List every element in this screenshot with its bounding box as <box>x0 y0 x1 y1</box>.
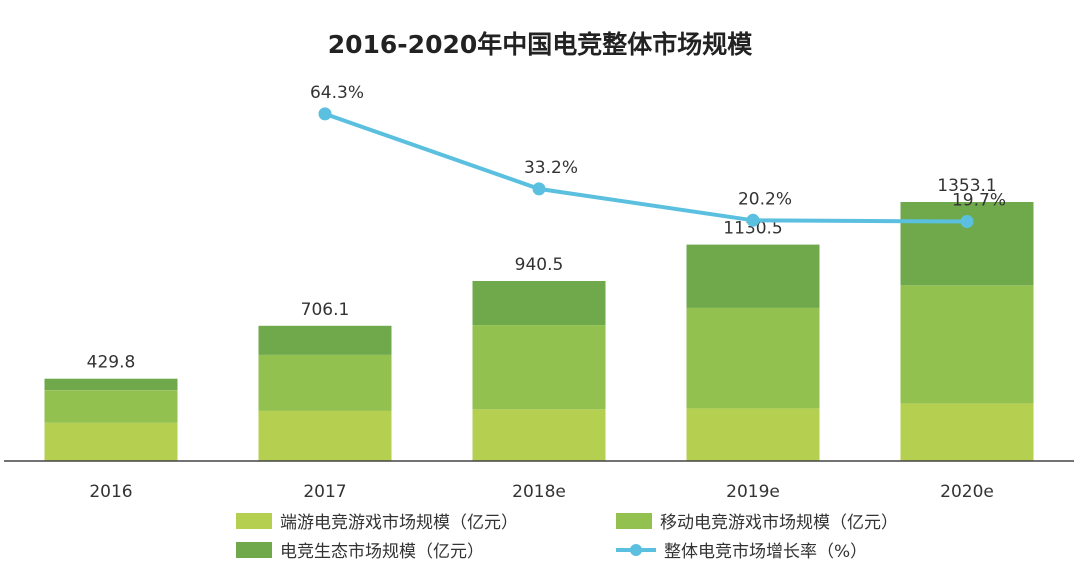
bars-layer: 429.8 706.1 940.5 1130.5 1353.1 <box>44 176 1034 461</box>
total-label-2016: 429.8 <box>87 353 136 373</box>
bar-segment-3-2019e <box>686 244 820 308</box>
growth-point-2018e <box>532 182 546 196</box>
legend-label-growth: 整体电竞市场增长率（%） <box>664 542 867 562</box>
growth-label-2017: 64.3% <box>310 83 364 103</box>
growth-rate-line <box>324 112 968 224</box>
x-tick-label-2020e: 2020e <box>940 482 994 502</box>
total-label-2018e: 940.5 <box>515 255 564 275</box>
legend-item-pc: 端游电竞游戏市场规模（亿元） <box>236 513 518 533</box>
bar-segment-2-2017 <box>258 355 392 411</box>
growth-point-2017 <box>318 107 332 121</box>
bar-segment-1-2017 <box>258 410 392 461</box>
legend-swatch-mobile <box>616 513 652 529</box>
bar-segment-1-2019e <box>686 408 820 461</box>
bar-segment-2-2019e <box>686 307 820 409</box>
growth-point-2020e <box>960 215 974 228</box>
bar-segment-3-2017 <box>258 325 392 355</box>
total-label-2019e: 1130.5 <box>723 219 782 239</box>
total-label-2017: 706.1 <box>301 300 350 320</box>
legend-swatch-ecosystem <box>236 542 272 558</box>
chart-title: 2016-2020年中国电竞整体市场规模 <box>328 30 754 59</box>
x-tick-label-2016: 2016 <box>89 482 132 502</box>
legend-swatch-pc <box>236 513 272 529</box>
legend-label-pc: 端游电竞游戏市场规模（亿元） <box>280 513 518 533</box>
legend-item-ecosystem: 电竞生态市场规模（亿元） <box>236 542 484 562</box>
growth-point-2019e <box>746 213 760 227</box>
x-tick-label-2017: 2017 <box>303 482 346 502</box>
total-label-2020e: 1353.1 <box>937 176 996 196</box>
x-tick-label-2018e: 2018e <box>512 482 566 502</box>
bar-segment-2-2018e <box>472 325 606 410</box>
bar-segment-3-2016 <box>44 378 178 391</box>
bar-segment-1-2020e <box>900 403 1034 461</box>
x-tick-label-2019e: 2019e <box>726 482 780 502</box>
legend-item-growth: 整体电竞市场增长率（%） <box>616 542 867 562</box>
growth-line-layer: 64.3% 33.2% 20.2% 19.7% <box>310 83 1006 228</box>
growth-label-2019e: 20.2% <box>738 189 792 209</box>
bar-segment-3-2018e <box>472 281 606 326</box>
legend-swatch-marker-growth <box>630 544 642 556</box>
bar-segment-1-2016 <box>44 422 178 461</box>
bar-segment-2-2016 <box>44 390 178 423</box>
bar-segment-1-2018e <box>472 409 606 461</box>
legend-label-ecosystem: 电竞生态市场规模（亿元） <box>280 542 484 562</box>
legend: 端游电竞游戏市场规模（亿元） 移动电竞游戏市场规模（亿元） 电竞生态市场规模（亿元）… <box>236 513 898 562</box>
legend-label-mobile: 移动电竞游戏市场规模（亿元） <box>660 513 898 533</box>
bar-segment-2-2020e <box>900 285 1034 404</box>
growth-label-2020e: 19.7% <box>952 191 1006 211</box>
legend-item-mobile: 移动电竞游戏市场规模（亿元） <box>616 513 898 533</box>
bar-segment-3-2020e <box>900 202 1034 286</box>
growth-label-2018e: 33.2% <box>524 158 578 178</box>
x-tick-layer: 2016 2017 2018e 2019e 2020e <box>89 482 994 502</box>
